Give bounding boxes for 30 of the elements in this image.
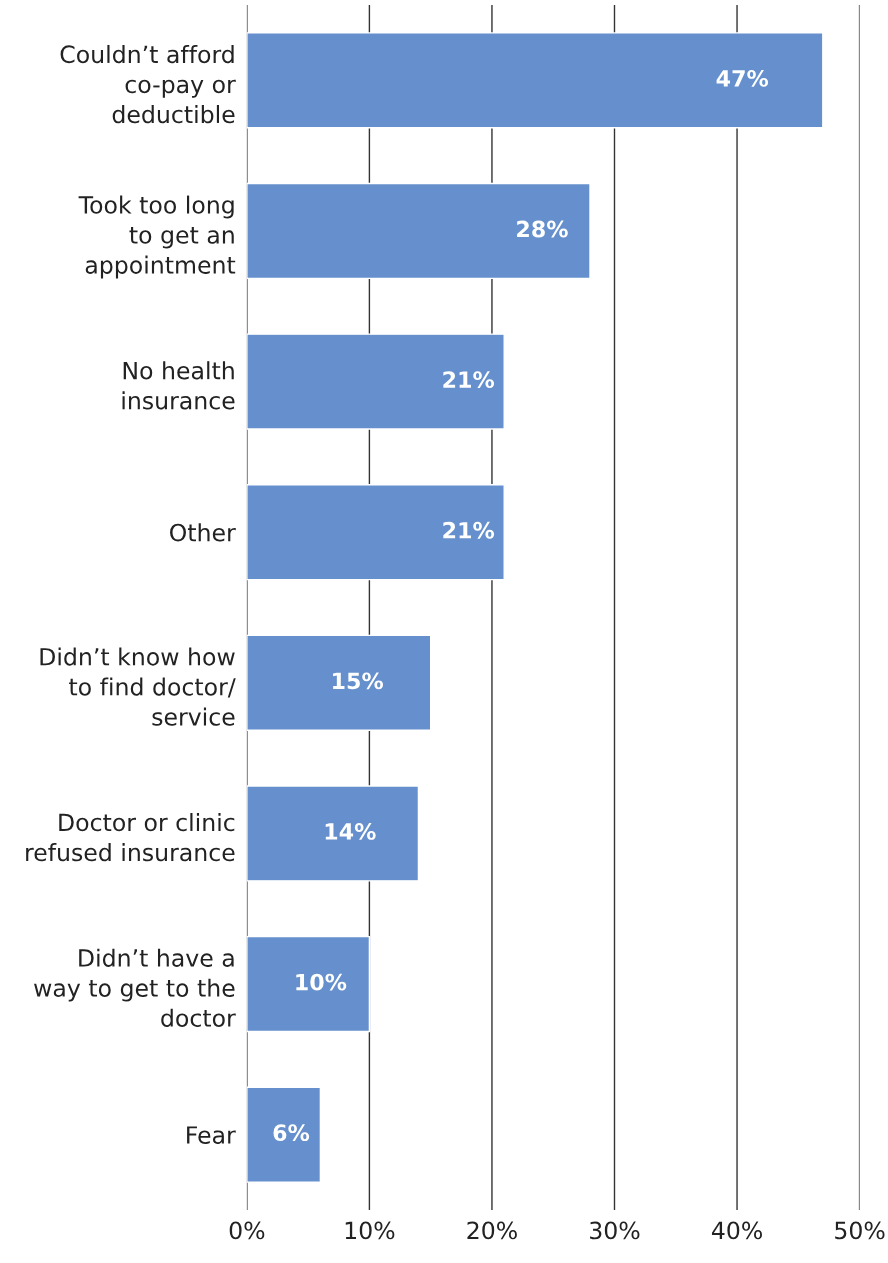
data-label: 47%: [716, 70, 769, 87]
bar: [246, 32, 824, 129]
bar: [246, 935, 371, 1033]
bar: [246, 333, 505, 430]
y-tick-label: Fear: [187, 1126, 236, 1144]
data-label: 21%: [443, 371, 495, 389]
x-tick-label: 20%: [467, 1221, 517, 1240]
x-tick-label: 0%: [229, 1221, 265, 1240]
data-label: 15%: [333, 672, 384, 690]
data-label: 21%: [443, 521, 495, 539]
y-tick-label: Couldn’t afford co-pay or deductible: [60, 44, 236, 124]
x-tick-label: 30%: [590, 1221, 640, 1240]
y-tick-label: No health insurance: [122, 361, 235, 410]
data-label: 28%: [517, 220, 568, 238]
x-tick-label: 50%: [835, 1221, 885, 1240]
y-tick-label: Didn’t have a way to get to the doctor: [34, 948, 236, 1027]
x-tick-label: 40%: [711, 1221, 762, 1240]
data-label: 10%: [296, 973, 347, 991]
x-tick-label: 10%: [345, 1221, 395, 1240]
bar: [246, 484, 505, 581]
y-tick-label: Took too long to get an appointment: [78, 195, 236, 279]
bar: [246, 785, 420, 882]
y-tick-label: Doctor or clinic refused insurance: [26, 813, 235, 862]
data-label: 14%: [325, 823, 376, 840]
data-label: 6%: [273, 1124, 310, 1142]
y-tick-label: Didn’t know how to find doctor/ service: [40, 647, 236, 726]
y-tick-label: Other: [170, 523, 236, 542]
bar: [246, 182, 591, 280]
bar: [246, 1086, 322, 1183]
bar: [246, 634, 432, 731]
